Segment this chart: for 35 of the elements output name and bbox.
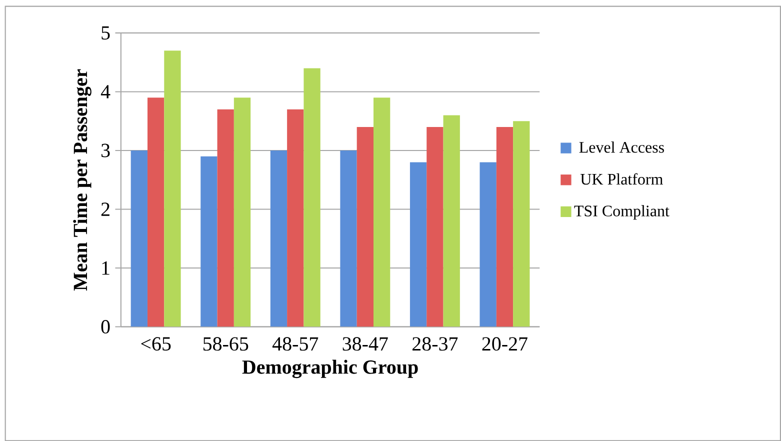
x-axis-title: Demographic Group bbox=[242, 360, 418, 378]
bar bbox=[410, 162, 427, 327]
legend-label: Level Access bbox=[579, 141, 664, 153]
x-tick-label: 48-57 bbox=[272, 337, 318, 351]
legend-label: UK Platform bbox=[580, 173, 663, 185]
x-tick-label: <65 bbox=[141, 337, 171, 350]
bar bbox=[217, 109, 234, 327]
bar bbox=[496, 126, 514, 327]
y-tick-label: 0 bbox=[101, 320, 110, 334]
y-axis-title: Mean Time per Passenger bbox=[73, 69, 92, 291]
bar bbox=[356, 126, 374, 327]
legend-label: TSI Compliant bbox=[574, 205, 670, 220]
bar bbox=[270, 150, 288, 327]
bar bbox=[304, 68, 320, 327]
bar bbox=[147, 98, 164, 327]
bar bbox=[200, 156, 218, 327]
bar bbox=[480, 162, 496, 327]
y-tick-label: 4 bbox=[100, 85, 110, 98]
y-tick-label: 5 bbox=[102, 26, 110, 40]
bar bbox=[340, 150, 357, 327]
bar bbox=[443, 115, 460, 327]
bar bbox=[164, 50, 181, 327]
bar bbox=[513, 121, 530, 327]
y-tick-label: 3 bbox=[101, 144, 110, 158]
y-tick-label: 2 bbox=[101, 202, 110, 216]
x-tick-label: 38-47 bbox=[342, 337, 388, 351]
x-tick-label: 20-27 bbox=[482, 337, 528, 351]
bar bbox=[234, 98, 251, 327]
x-tick-label: 28-37 bbox=[412, 337, 458, 351]
bar bbox=[373, 98, 390, 327]
bar bbox=[287, 109, 304, 327]
bar bbox=[426, 126, 444, 327]
y-tick-label: 1 bbox=[102, 261, 110, 274]
bar bbox=[130, 150, 148, 327]
x-tick-label: 58-65 bbox=[203, 337, 248, 351]
